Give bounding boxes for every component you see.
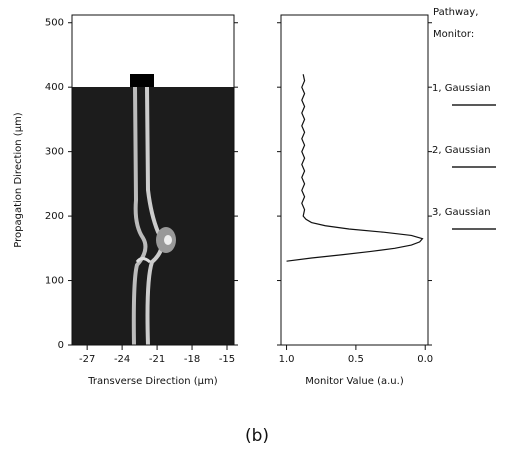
plot-frame bbox=[280, 14, 429, 346]
caption: (b) bbox=[245, 426, 269, 446]
legend-label: 2, Gaussian bbox=[432, 145, 491, 156]
x-tick-label: -27 bbox=[79, 354, 95, 365]
field-image bbox=[72, 74, 234, 346]
y-tick-label: 0 bbox=[58, 340, 64, 351]
x-tick-label: 1.0 bbox=[279, 354, 295, 365]
monitor-line bbox=[286, 74, 424, 262]
plot-frame bbox=[71, 14, 235, 346]
x-tick-label: -15 bbox=[219, 354, 235, 365]
x-tick-label: 0.0 bbox=[417, 354, 433, 365]
x-axis-label: Transverse Direction (µm) bbox=[87, 376, 218, 387]
y-tick-label: 400 bbox=[45, 82, 64, 93]
legend-label: 3, Gaussian bbox=[432, 207, 491, 218]
legend-title: Pathway, bbox=[433, 7, 478, 18]
y-tick-label: 200 bbox=[45, 211, 64, 222]
x-tick-label: 0.5 bbox=[348, 354, 364, 365]
legend-title: Monitor: bbox=[433, 29, 474, 40]
x-tick-label: -21 bbox=[149, 354, 165, 365]
y-tick-label: 500 bbox=[45, 18, 64, 29]
y-tick-label: 300 bbox=[45, 147, 64, 158]
x-tick-label: -24 bbox=[114, 354, 130, 365]
y-axis-label: Propagation Direction (µm) bbox=[13, 112, 24, 248]
y-tick-label: 100 bbox=[45, 276, 64, 287]
legend-label: 1, Gaussian bbox=[432, 83, 491, 94]
x-axis-label: Monitor Value (a.u.) bbox=[305, 376, 404, 387]
x-tick-label: -18 bbox=[184, 354, 200, 365]
